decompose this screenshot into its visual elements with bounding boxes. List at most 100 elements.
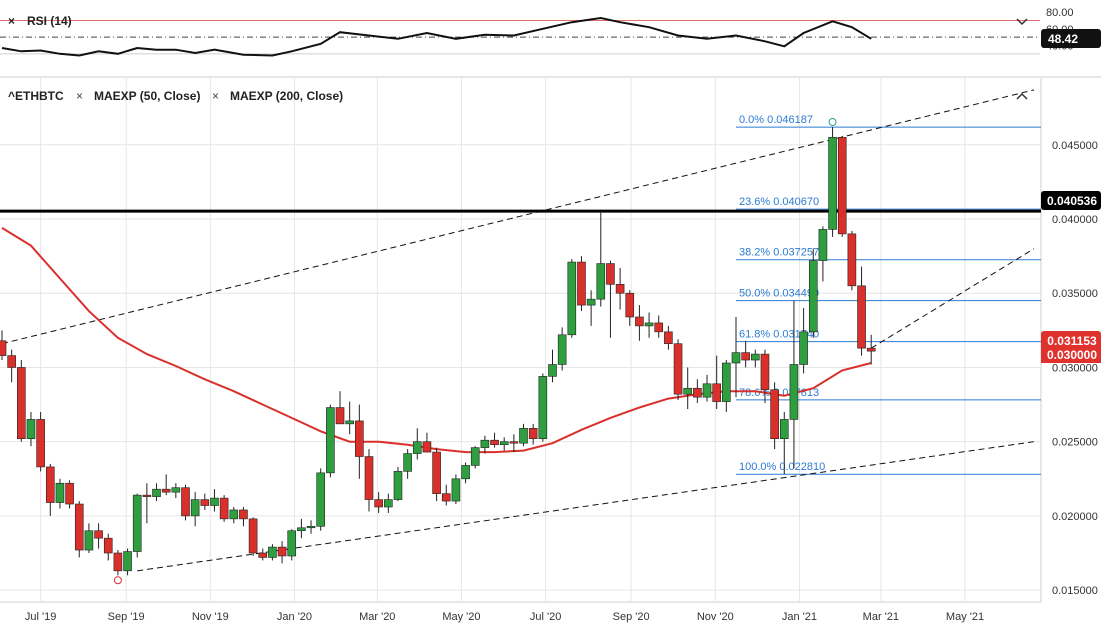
candle-body xyxy=(519,428,528,444)
candle-body xyxy=(403,453,412,472)
candle-body xyxy=(606,263,615,285)
candle xyxy=(625,290,635,326)
candle-body xyxy=(0,340,7,356)
candle-body xyxy=(586,298,596,306)
candle xyxy=(335,391,345,425)
candle xyxy=(103,533,113,561)
candle-body xyxy=(577,261,586,306)
indicator-close-icon[interactable]: × xyxy=(212,89,219,103)
candle-body xyxy=(644,322,654,327)
candle xyxy=(422,432,432,453)
candle xyxy=(615,268,625,310)
candle xyxy=(606,260,615,338)
x-tick-label: May '21 xyxy=(946,611,984,623)
main-collapse-chevron-up-icon[interactable] xyxy=(1016,92,1028,100)
x-tick-label: Mar '21 xyxy=(863,611,899,623)
candle xyxy=(268,544,277,561)
candle-body xyxy=(103,537,113,554)
candle-body xyxy=(306,525,316,529)
candle xyxy=(0,330,7,361)
candle-body xyxy=(200,499,210,506)
fib-level-label: 100.0% 0.022810 xyxy=(739,461,825,473)
candle xyxy=(490,432,499,448)
candle xyxy=(297,518,306,539)
candle-body xyxy=(258,552,268,558)
candle-body xyxy=(548,364,557,377)
candle-body xyxy=(142,494,152,497)
candle xyxy=(36,411,45,472)
candle xyxy=(441,484,451,506)
candle xyxy=(132,493,142,558)
candle xyxy=(432,447,441,502)
x-tick-label: Sep '19 xyxy=(108,611,145,623)
candle xyxy=(258,548,268,561)
candle xyxy=(451,474,461,505)
rsi-collapse-chevron-down-icon[interactable] xyxy=(1016,18,1028,26)
candle xyxy=(789,300,799,469)
x-tick-label: Mar '20 xyxy=(359,611,395,623)
candle-body xyxy=(751,353,760,361)
candle-body xyxy=(335,407,345,425)
candle-body xyxy=(132,494,142,552)
main-panel: 0.0% 0.046187 23.6% 0.040670 38.2% 0.03725… xyxy=(0,78,1101,623)
candle xyxy=(113,550,123,576)
candle-body xyxy=(65,482,74,505)
candle-body xyxy=(528,428,538,440)
candle xyxy=(17,360,26,442)
candle xyxy=(847,230,857,291)
candle-body xyxy=(779,419,789,440)
fib-level-label: 38.2% 0.037257 xyxy=(739,247,819,259)
candle xyxy=(142,483,152,524)
candle xyxy=(712,355,721,410)
last-price-label: 0.031153 xyxy=(1047,334,1097,348)
candle xyxy=(277,541,287,564)
candle-body xyxy=(567,261,577,336)
y-tick-label: 0.040000 xyxy=(1052,214,1098,226)
rsi-level-label: 80.00 xyxy=(1046,7,1074,19)
candle xyxy=(161,474,171,496)
candle-body xyxy=(702,383,712,398)
candle xyxy=(248,517,258,556)
candle xyxy=(210,489,219,512)
candle xyxy=(55,478,65,509)
candle-body xyxy=(857,285,866,349)
candle xyxy=(364,449,374,512)
candle-body xyxy=(248,518,258,554)
candle xyxy=(586,290,596,326)
trendline xyxy=(1,89,1035,345)
time-axis: Jul '19 Sep '19 Nov '19 Jan '20 Mar '20 May '… xyxy=(25,611,984,623)
candle-body xyxy=(171,487,181,493)
candle xyxy=(171,483,181,499)
candle-body xyxy=(731,352,741,364)
candle xyxy=(200,493,210,510)
resistance-price-label: 0.040536 xyxy=(1047,194,1097,208)
candle-body xyxy=(509,441,519,444)
low-marker xyxy=(113,576,122,585)
candle xyxy=(152,483,161,502)
candle xyxy=(306,520,316,534)
candle xyxy=(741,340,750,368)
candle-body xyxy=(828,137,837,230)
candle-body xyxy=(664,331,673,345)
candle xyxy=(470,446,480,469)
candle-body xyxy=(268,546,277,558)
candle-body xyxy=(384,499,393,508)
candle-body xyxy=(770,389,779,440)
candle-body xyxy=(847,233,857,287)
price-axis: 0.015000 0.020000 0.025000 0.030000 0.035000… xyxy=(1052,140,1098,597)
candle-body xyxy=(741,352,750,361)
candle-body xyxy=(36,419,45,468)
candle-body xyxy=(393,471,403,500)
rsi-close-icon[interactable]: × xyxy=(8,14,15,28)
candle xyxy=(123,548,132,576)
candle-body xyxy=(799,331,808,365)
indicator-close-icon[interactable]: × xyxy=(76,89,83,103)
candle xyxy=(374,492,383,513)
candle-body xyxy=(722,362,731,402)
indicator-ema50-label: MAEXP (50, Close) xyxy=(94,89,200,103)
candle xyxy=(577,256,586,312)
candle xyxy=(857,266,866,356)
candle-body xyxy=(181,487,190,517)
y-tick-label: 0.030000 xyxy=(1052,362,1098,374)
